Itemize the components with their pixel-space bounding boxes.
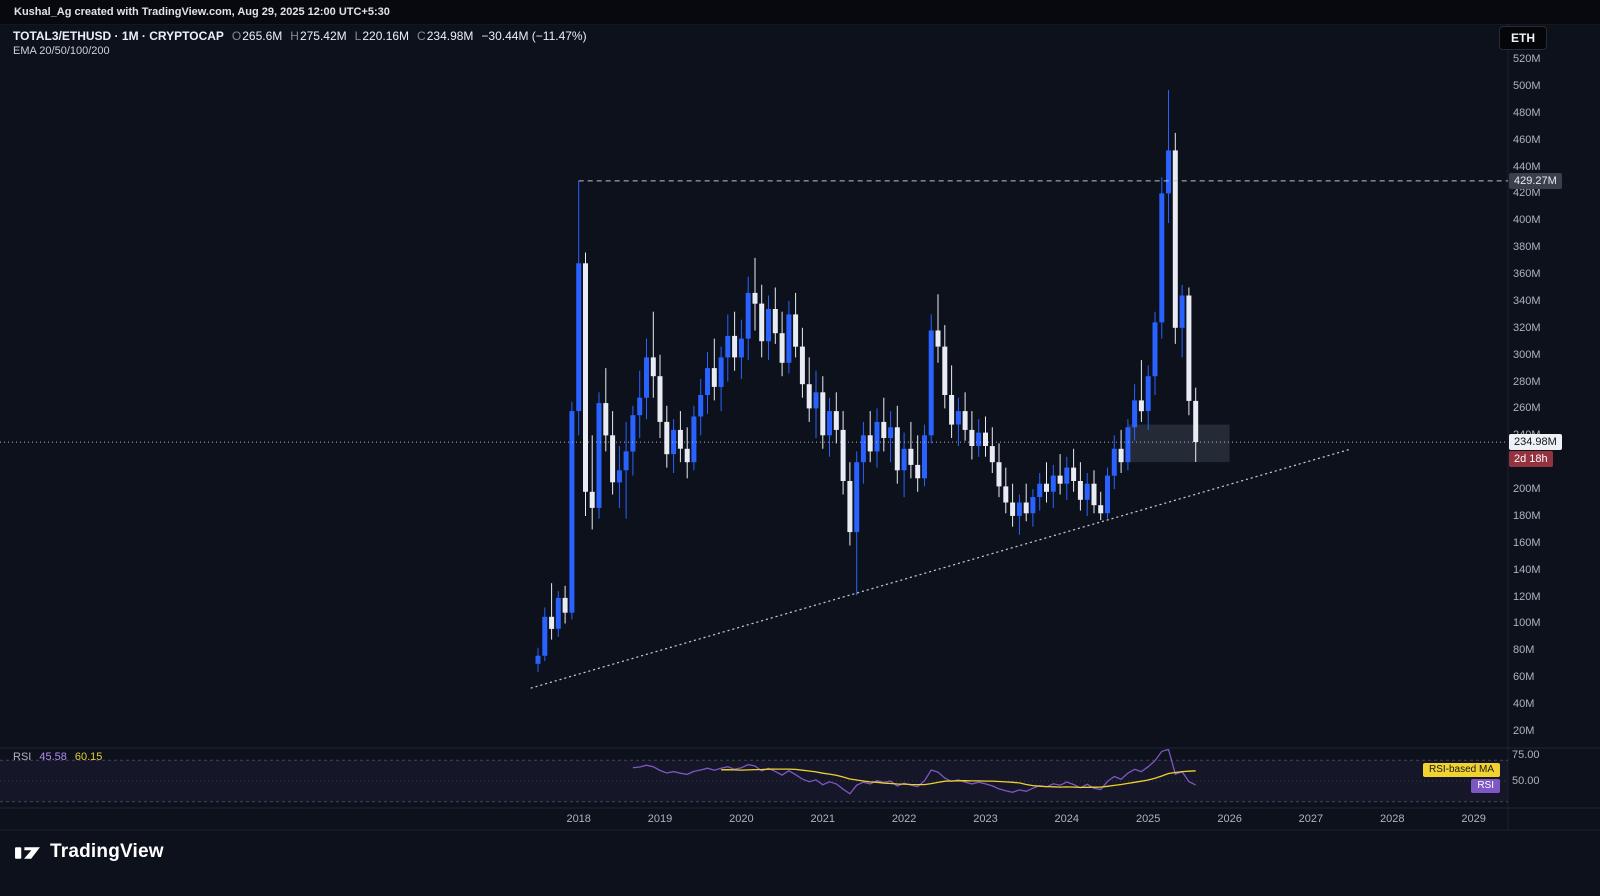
rsi-bands (0, 759, 1508, 803)
price-tick-label: 180M (1513, 509, 1541, 522)
price-tick-label: 280M (1513, 375, 1541, 388)
supply-zone[interactable] (1127, 424, 1230, 463)
price-tick-label: 60M (1513, 671, 1535, 684)
current-price-label: 234.98M (1509, 434, 1562, 451)
price-tick-label: 340M (1513, 294, 1541, 307)
price-tick-label: 260M (1513, 402, 1541, 415)
symbol-legend[interactable]: TOTAL3/ETHUSD · 1M · CRYPTOCAP O265.6M H… (13, 29, 587, 43)
price-tick-label: 500M (1513, 79, 1541, 92)
time-tick-label: 2024 (1054, 813, 1080, 825)
time-tick-label: 2026 (1217, 813, 1242, 825)
price-tick-label: 360M (1513, 268, 1541, 281)
price-tick-label: 140M (1513, 563, 1541, 576)
price-tick-label: 440M (1513, 160, 1541, 173)
attribution-text: Kushal_Ag created with TradingView.com, … (14, 6, 390, 18)
price-tick-label: 200M (1513, 483, 1541, 496)
price-tick-label: 120M (1513, 590, 1541, 603)
rsi-axis-badge: RSI (1471, 779, 1500, 793)
rsi-legend[interactable]: RSI 45.58 60.15 (13, 751, 102, 763)
price-tick-label: 380M (1513, 241, 1541, 254)
time-tick-label: 2021 (810, 813, 836, 825)
pane-separators (0, 23, 1600, 831)
tradingview-logo[interactable]: TradingView (14, 841, 164, 863)
ohlc-change: −30.44M (−11.47%) (481, 29, 587, 43)
time-tick-label: 2025 (1135, 813, 1161, 825)
ohlc-close: C234.98M (417, 29, 474, 43)
price-tick-label: 80M (1513, 644, 1535, 657)
price-tick-label: 320M (1513, 321, 1541, 334)
price-tick-label: 300M (1513, 348, 1541, 361)
rsi-axis-50: 50.00 (1512, 775, 1540, 787)
price-tick-label: 420M (1513, 187, 1541, 200)
candles-layer (535, 89, 1199, 672)
time-tick-label: 2029 (1461, 813, 1486, 825)
tradingview-logo-icon (14, 842, 41, 863)
time-axis[interactable]: 2018 2019 2020 2021 2022 2023 2024 2025 2026 2027… (0, 808, 1508, 830)
price-tick-label: 460M (1513, 133, 1541, 146)
bar-countdown-label: 2d 18h (1509, 451, 1553, 468)
attribution-bar: Kushal_Ag created with TradingView.com, … (0, 0, 1600, 24)
rsi-line (632, 749, 1196, 795)
tradingview-logo-text: TradingView (50, 841, 164, 862)
rsi-axis-75: 75.00 (1512, 749, 1540, 761)
ema-legend[interactable]: EMA 20/50/100/200 (13, 45, 110, 57)
price-tick-label: 480M (1513, 106, 1541, 119)
price-tick-label: 520M (1513, 53, 1541, 65)
rsi-value: 45.58 (39, 751, 67, 763)
time-tick-label: 2022 (891, 813, 917, 825)
time-tick-label: 2020 (729, 813, 754, 825)
rsi-ma-value: 60.15 (74, 751, 103, 763)
trendline[interactable] (530, 448, 1353, 689)
price-tick-label: 160M (1513, 536, 1541, 549)
time-tick-label: 2028 (1380, 813, 1405, 825)
price-tick-label: 100M (1513, 617, 1541, 630)
rsi-title[interactable]: RSI (13, 751, 32, 763)
symbol-title[interactable]: TOTAL3/ETHUSD · 1M · CRYPTOCAP (13, 29, 224, 43)
resistance-price-label: 429.27M (1509, 172, 1562, 189)
rsi-ma-line (721, 768, 1196, 789)
time-tick-label: 2018 (566, 813, 591, 825)
time-tick-label: 2027 (1298, 813, 1324, 825)
time-tick-label: 2023 (973, 813, 998, 825)
eth-symbol-badge[interactable]: ETH (1499, 26, 1547, 50)
price-tick-label: 40M (1513, 698, 1535, 711)
price-tick-label: 20M (1513, 725, 1535, 737)
rsi-ma-axis-badge: RSI-based MA (1422, 763, 1500, 777)
price-tick-label: 400M (1513, 214, 1541, 227)
price-axis[interactable]: 520M 500M 480M 460M 440M 420M 400M 380M 360M 340M… (1508, 0, 1600, 896)
ohlc-low: L220.16M (354, 29, 410, 43)
ohlc-open: O265.6M (231, 29, 283, 43)
ohlc-high: H275.42M (290, 29, 347, 43)
time-tick-label: 2019 (647, 813, 673, 825)
